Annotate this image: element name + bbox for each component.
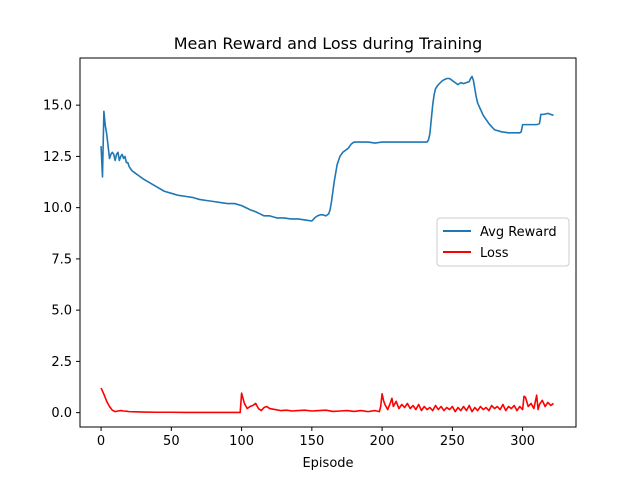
legend: Avg Reward Loss [436, 217, 570, 267]
x-tick-label: 250 [440, 434, 465, 449]
plot-area: 0 50 100 150 200 250 300 0.0 2.5 5.0 7.5 10.0 12.5 15… [43, 57, 577, 449]
x-tick-label: 50 [163, 434, 180, 449]
y-tick-label: 12.5 [43, 150, 72, 165]
x-axis-title: Episode [302, 456, 353, 471]
x-tick-label: 100 [229, 434, 254, 449]
x-tick-label: 0 [97, 434, 105, 449]
legend-label-loss: Loss [480, 246, 509, 261]
series-line-avg-reward [100, 75, 554, 222]
x-tick-label: 200 [370, 434, 395, 449]
chart-title: Mean Reward and Loss during Training [174, 34, 483, 53]
x-tick-label: 150 [299, 434, 324, 449]
y-tick-label: 0.0 [51, 406, 72, 421]
axes-frame [79, 57, 577, 428]
series-line-loss [100, 387, 554, 414]
y-tick-label: 5.0 [51, 304, 72, 319]
y-tick-label: 15.0 [43, 99, 72, 114]
y-tick-label: 7.5 [51, 252, 72, 267]
x-tick-label: 300 [510, 434, 535, 449]
legend-label-avg-reward: Avg Reward [480, 225, 557, 240]
y-tick-label: 10.0 [43, 201, 72, 216]
y-tick-label: 2.5 [51, 355, 72, 370]
